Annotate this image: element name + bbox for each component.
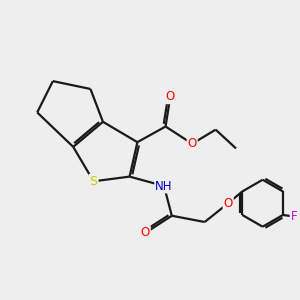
Text: O: O (188, 137, 197, 150)
Text: F: F (291, 210, 297, 223)
Text: O: O (141, 226, 150, 239)
Text: O: O (224, 197, 233, 210)
Text: O: O (166, 90, 175, 103)
Text: S: S (90, 175, 98, 188)
Text: NH: NH (155, 179, 173, 193)
